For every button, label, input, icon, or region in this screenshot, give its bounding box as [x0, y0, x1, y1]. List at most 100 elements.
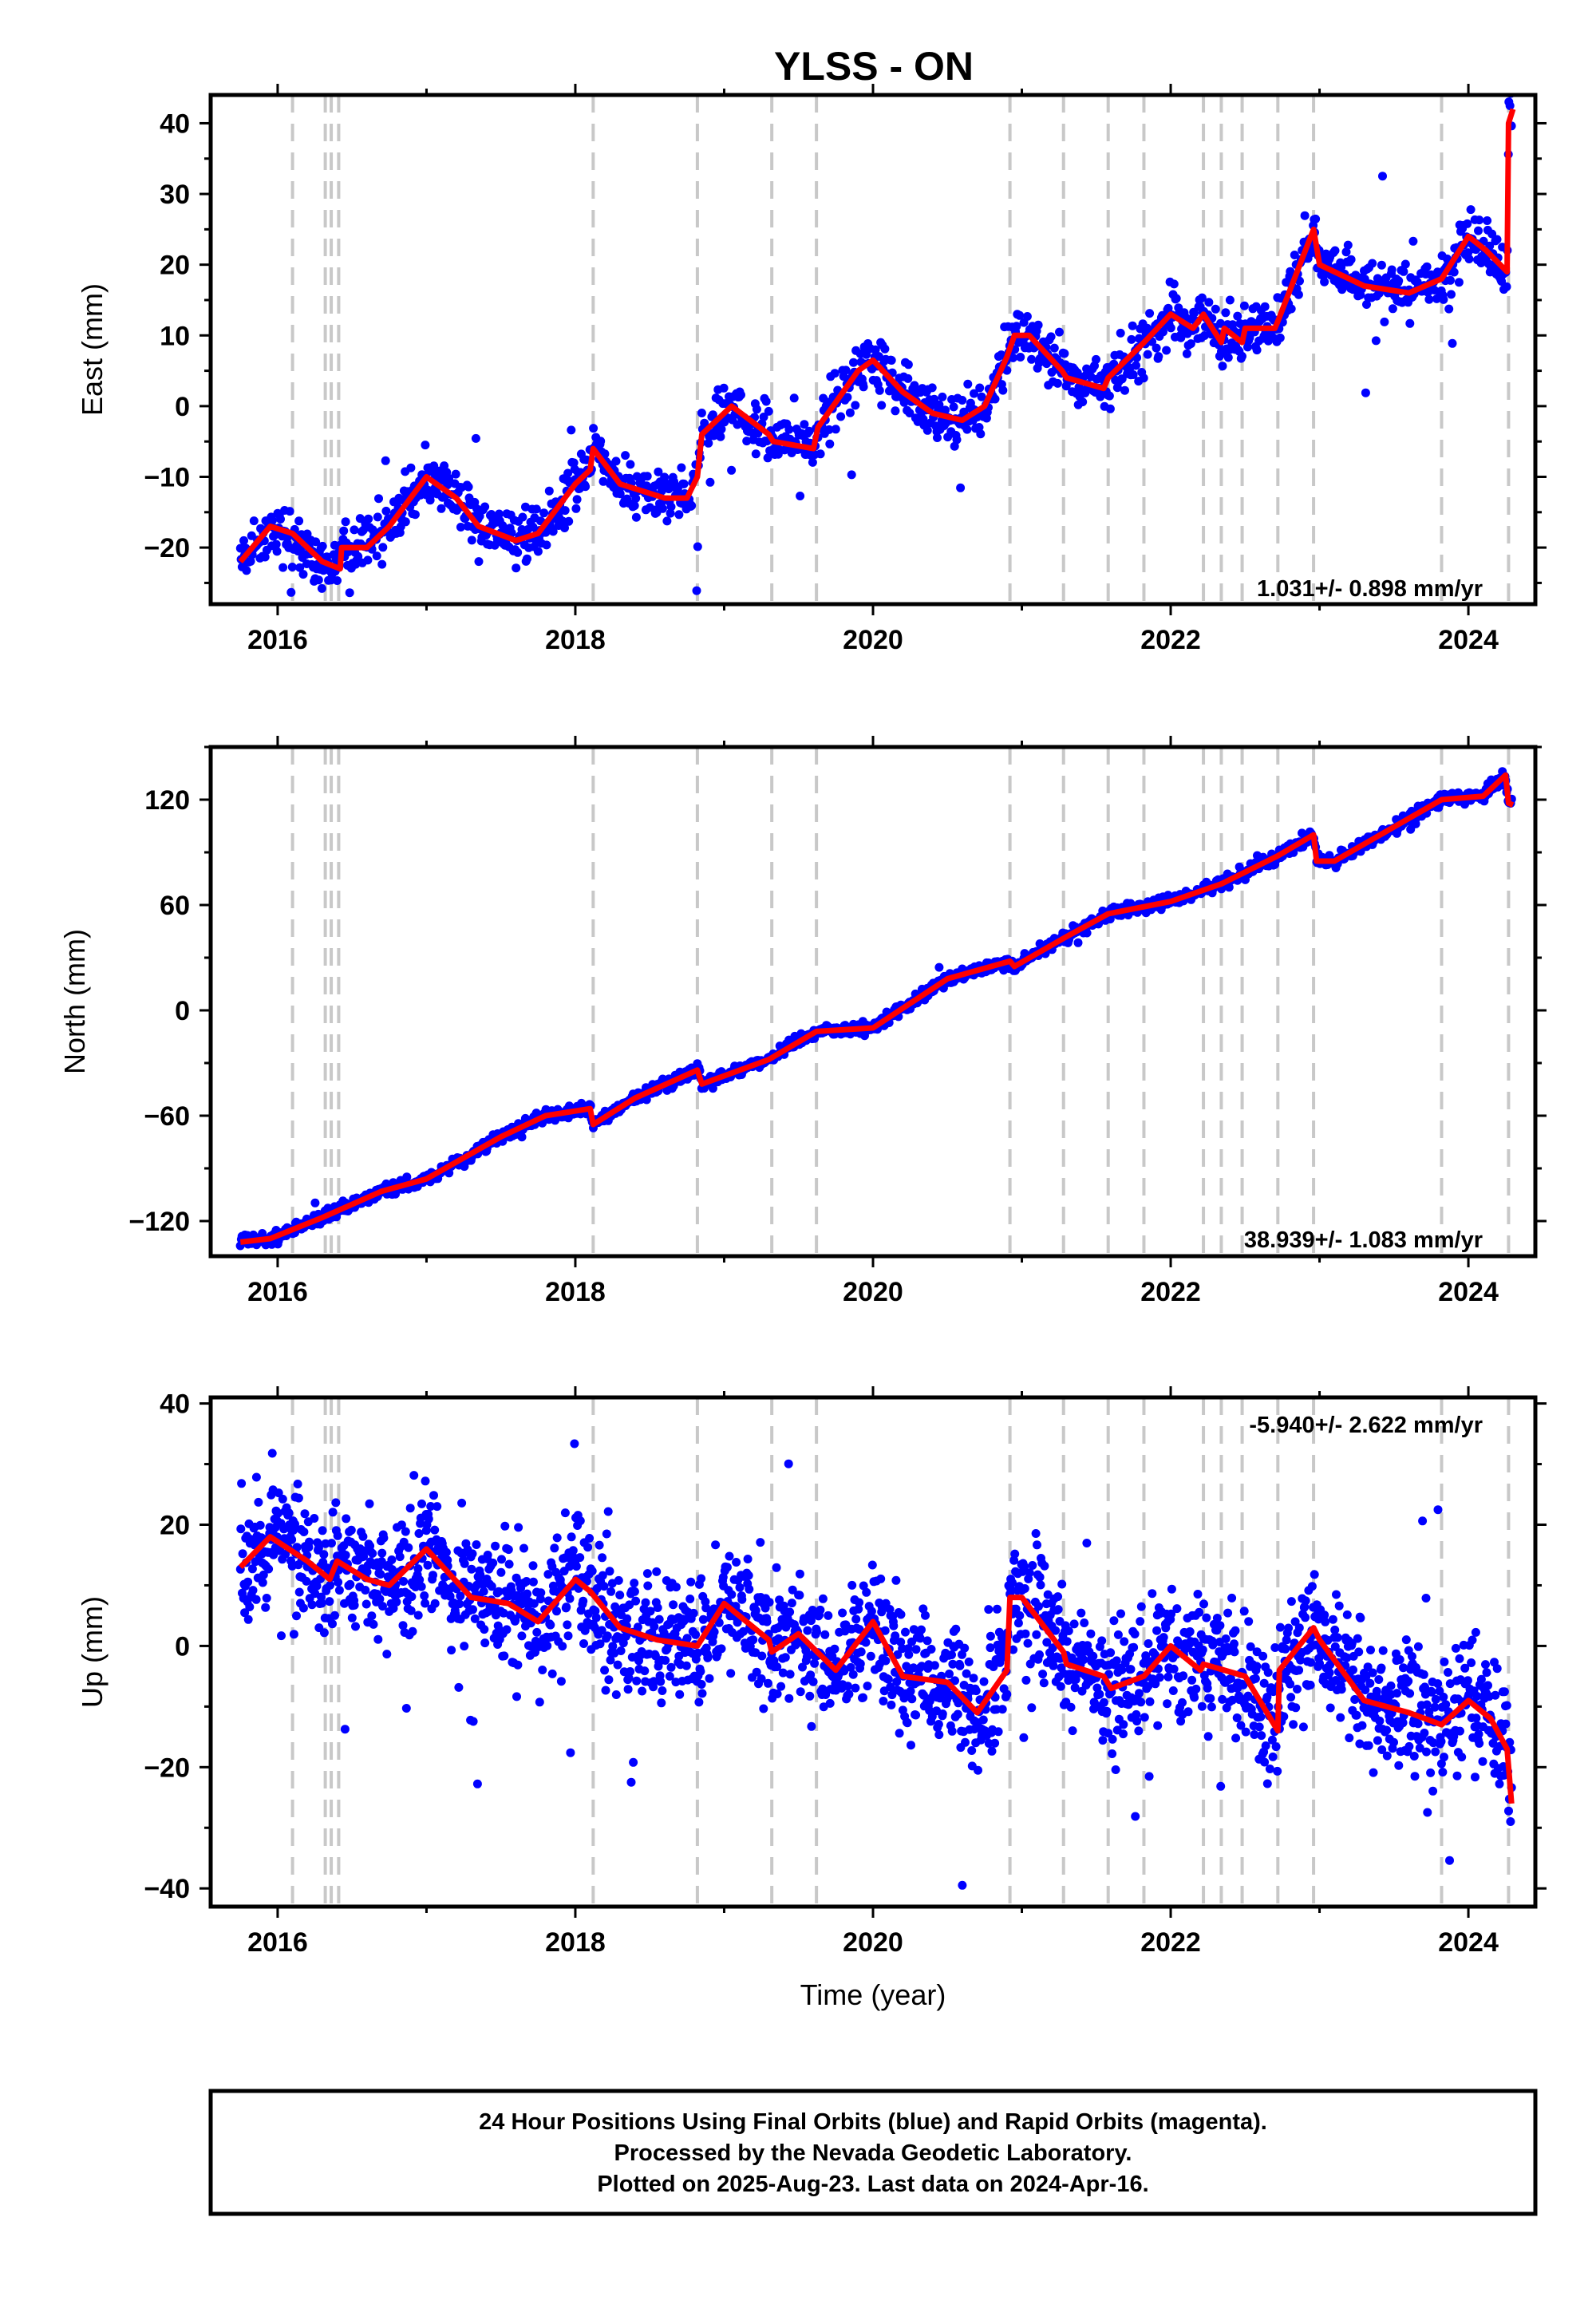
data-point — [625, 1600, 634, 1610]
data-point — [319, 1628, 329, 1638]
data-point — [1448, 338, 1457, 348]
data-point — [1104, 391, 1114, 401]
data-point — [243, 1614, 253, 1624]
data-point — [838, 1608, 847, 1618]
data-point — [716, 432, 725, 441]
data-point — [958, 396, 967, 405]
data-point — [919, 1690, 928, 1700]
data-point — [616, 1646, 626, 1655]
data-point — [1112, 1656, 1121, 1666]
data-point — [1042, 1638, 1052, 1647]
data-point — [697, 409, 706, 417]
data-point — [930, 1661, 939, 1670]
data-point — [480, 502, 490, 512]
data-point — [896, 1610, 906, 1619]
data-point — [1261, 1741, 1270, 1750]
data-point — [704, 438, 713, 448]
data-point — [312, 1581, 322, 1591]
data-point — [513, 547, 523, 557]
data-point — [880, 344, 890, 354]
data-point — [467, 536, 476, 545]
data-point — [319, 1550, 329, 1559]
data-point — [1145, 1697, 1155, 1706]
data-point — [1454, 278, 1464, 287]
data-point — [1010, 1549, 1020, 1559]
data-point — [855, 1659, 865, 1669]
data-point — [495, 509, 504, 519]
data-point — [445, 1591, 455, 1601]
data-point — [1238, 351, 1246, 361]
data-point — [1132, 361, 1140, 370]
data-point — [776, 1682, 786, 1691]
data-point — [587, 1567, 597, 1576]
data-point — [272, 547, 282, 556]
data-point — [1221, 1634, 1231, 1643]
data-point — [381, 456, 390, 465]
y-tick-label: 20 — [160, 251, 190, 281]
data-point — [535, 1697, 544, 1707]
data-point — [417, 1582, 426, 1591]
data-point — [1187, 1675, 1197, 1685]
data-point — [626, 460, 635, 469]
data-point — [611, 1690, 621, 1699]
data-point — [340, 1725, 350, 1734]
data-point — [249, 516, 259, 526]
data-point — [1069, 1619, 1079, 1629]
data-point — [1102, 1706, 1112, 1716]
data-point — [564, 516, 574, 526]
data-point — [631, 512, 641, 522]
y-tick-label: 0 — [175, 392, 190, 422]
data-point — [392, 1597, 401, 1607]
data-point — [701, 1603, 711, 1613]
data-point — [998, 385, 1008, 395]
data-point — [679, 479, 689, 488]
data-point — [1159, 1633, 1168, 1642]
data-point — [737, 1595, 747, 1604]
data-point — [401, 517, 410, 527]
data-point — [696, 1666, 705, 1676]
data-point — [802, 1652, 812, 1662]
data-point — [961, 1737, 970, 1747]
data-point — [1151, 1679, 1160, 1689]
data-point — [1031, 1529, 1041, 1538]
data-point — [327, 1539, 336, 1548]
data-point — [1129, 1642, 1139, 1652]
data-point — [330, 1611, 339, 1620]
data-point — [816, 1605, 825, 1614]
data-point — [1135, 1689, 1144, 1698]
data-point — [606, 1655, 615, 1665]
data-point — [757, 1674, 766, 1683]
data-point — [895, 1729, 904, 1738]
data-point — [665, 1671, 674, 1681]
data-point — [251, 1595, 261, 1604]
data-point — [538, 1666, 547, 1674]
data-point — [1199, 1599, 1208, 1609]
data-point — [558, 1642, 567, 1651]
data-point — [414, 1529, 424, 1538]
data-point — [381, 506, 391, 516]
data-point — [1043, 1590, 1053, 1599]
data-point — [615, 1591, 625, 1600]
data-point — [611, 456, 621, 466]
data-point — [910, 381, 919, 390]
data-point — [519, 1543, 528, 1553]
data-point — [725, 1551, 734, 1561]
data-point — [1020, 1584, 1029, 1593]
data-point — [622, 1614, 632, 1623]
data-point — [901, 1627, 910, 1637]
y-tick-label: 10 — [160, 321, 190, 351]
data-point — [1186, 339, 1195, 349]
data-point — [859, 1693, 867, 1702]
data-point — [1055, 327, 1064, 337]
data-point — [468, 1605, 477, 1614]
data-point — [795, 1569, 804, 1579]
data-point — [351, 1622, 360, 1631]
data-point — [317, 1599, 326, 1608]
data-point — [630, 1587, 639, 1596]
data-point — [1139, 373, 1148, 383]
data-point — [818, 1594, 828, 1603]
data-point — [512, 563, 521, 573]
data-point — [947, 1726, 957, 1736]
data-point — [820, 1630, 830, 1639]
data-point — [742, 437, 752, 446]
